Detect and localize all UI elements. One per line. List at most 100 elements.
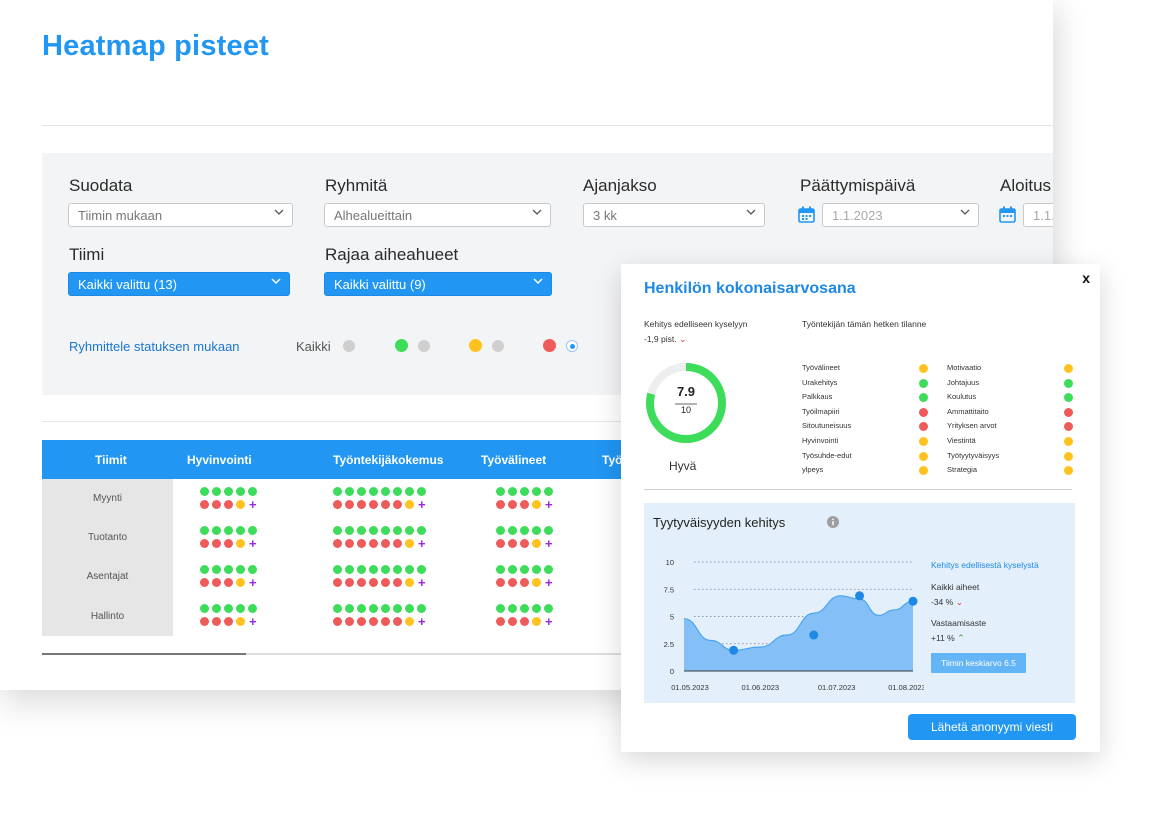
status-dot xyxy=(236,616,245,626)
status-dot xyxy=(532,486,541,496)
paattymispaiva-input[interactable]: 1.1.2023 xyxy=(822,203,979,227)
column-header-tyo[interactable]: Työ xyxy=(602,453,623,467)
status-item-dot xyxy=(919,451,928,461)
scrollbar-thumb[interactable] xyxy=(42,653,246,655)
group-by-status-link[interactable]: Ryhmittele statuksen mukaan xyxy=(69,339,240,354)
legend-title: Kehitys edellisestä kyselystä xyxy=(931,560,1039,570)
column-header-hyvinvointi[interactable]: Hyvinvointi xyxy=(187,453,252,467)
divider xyxy=(42,125,1053,126)
status-dot xyxy=(248,564,257,574)
status-item-label: Johtajuus xyxy=(947,377,980,387)
ryhmita-select[interactable]: Alhealueittain xyxy=(324,203,551,227)
status-dot xyxy=(345,564,354,574)
plus-icon[interactable]: + xyxy=(249,613,257,629)
team-average-button[interactable]: Tiimin keskiarvo 6.5 xyxy=(931,653,1026,673)
status-green-toggle[interactable] xyxy=(418,340,430,352)
status-yellow-dot[interactable] xyxy=(469,339,482,352)
plus-icon[interactable]: + xyxy=(545,613,553,629)
heatmap-cell-dots: + xyxy=(200,574,257,590)
status-dot xyxy=(248,486,257,496)
heatmap-cell-dots xyxy=(333,525,426,535)
calendar-icon[interactable] xyxy=(798,206,815,223)
heatmap-cell-dots xyxy=(496,564,553,574)
status-dot xyxy=(345,499,354,509)
plus-icon[interactable]: + xyxy=(249,496,257,512)
status-all-toggle[interactable] xyxy=(343,340,355,352)
calendar-icon[interactable] xyxy=(999,206,1016,223)
status-dot xyxy=(333,577,342,587)
column-header-tiimit[interactable]: Tiimit xyxy=(95,453,127,467)
status-all-label: Kaikki xyxy=(296,339,331,354)
status-item-dot xyxy=(1064,364,1073,373)
column-header-tyontekijakokemus[interactable]: Työntekijäkokemus xyxy=(333,453,444,467)
status-dot xyxy=(381,603,390,613)
status-yellow-toggle[interactable] xyxy=(492,340,504,352)
suodata-select[interactable]: Tiimin mukaan xyxy=(68,203,293,227)
status-dot xyxy=(333,525,342,535)
status-dot xyxy=(224,577,233,587)
horizontal-scrollbar[interactable] xyxy=(42,653,632,655)
status-dot xyxy=(200,577,209,587)
close-button[interactable]: x xyxy=(1082,270,1090,286)
rajaa-select[interactable]: Kaikki valittu (9) xyxy=(324,272,552,296)
status-red-dot[interactable] xyxy=(543,339,556,352)
status-item-label: Viestintä xyxy=(947,436,976,445)
status-dot xyxy=(212,525,221,535)
heatmap-cell-dots xyxy=(200,486,257,496)
chevron-up-icon: ⌃ xyxy=(957,633,965,643)
status-item-dot xyxy=(1064,451,1073,461)
trend-area xyxy=(684,595,913,671)
plus-icon[interactable]: + xyxy=(545,535,553,551)
plus-icon[interactable]: + xyxy=(418,535,426,551)
plus-icon[interactable]: + xyxy=(545,574,553,590)
status-dot xyxy=(544,525,553,535)
status-item-label: Koulutus xyxy=(947,392,977,402)
status-dot xyxy=(532,564,541,574)
plus-icon[interactable]: + xyxy=(249,535,257,551)
status-item-dot xyxy=(919,466,928,476)
status-dot xyxy=(236,564,245,574)
send-anonymous-message-button[interactable]: Lähetä anonyymi viesti xyxy=(908,714,1076,740)
status-dot xyxy=(236,603,245,613)
status-dot xyxy=(520,616,529,626)
info-icon[interactable] xyxy=(827,516,839,528)
tiimi-select[interactable]: Kaikki valittu (13) xyxy=(68,272,290,296)
response-rate-value-wrap: +11 % ⌃ xyxy=(931,633,965,644)
heatmap-cell-dots: + xyxy=(200,496,257,512)
plus-icon[interactable]: + xyxy=(545,496,553,512)
status-dot xyxy=(357,564,366,574)
status-dot xyxy=(236,525,245,535)
development-label: Kehitys edelliseen kyselyyn xyxy=(644,319,748,329)
status-red-toggle[interactable] xyxy=(566,340,578,352)
plus-icon[interactable]: + xyxy=(418,496,426,512)
status-dot xyxy=(417,525,426,535)
filter-label-ajanjakso: Ajanjakso xyxy=(583,176,657,195)
status-item-dot xyxy=(1064,422,1073,432)
status-dot xyxy=(405,616,414,626)
status-dot xyxy=(532,577,541,587)
ajanjakso-select[interactable]: 3 kk xyxy=(583,203,765,227)
status-dot xyxy=(200,564,209,574)
tiimi-value: Kaikki valittu (13) xyxy=(78,277,177,292)
status-dot xyxy=(393,525,402,535)
plus-icon[interactable]: + xyxy=(418,613,426,629)
status-dot xyxy=(508,603,517,613)
status-dot xyxy=(224,499,233,509)
status-dot xyxy=(200,603,209,613)
column-header-tyovalineet[interactable]: Työvälineet xyxy=(481,453,547,467)
plus-icon[interactable]: + xyxy=(418,574,426,590)
status-dot xyxy=(496,499,505,509)
row-label-myynti: Myynti xyxy=(93,493,122,504)
status-dot xyxy=(345,486,354,496)
chevron-down-icon xyxy=(532,209,542,215)
status-dot xyxy=(236,486,245,496)
status-green-dot[interactable] xyxy=(395,339,408,352)
heatmap-cell-dots xyxy=(333,486,426,496)
plus-icon[interactable]: + xyxy=(249,574,257,590)
status-dot xyxy=(357,603,366,613)
status-dot xyxy=(224,564,233,574)
aloitus-input[interactable]: 1.1.2 xyxy=(1023,203,1053,227)
status-dot xyxy=(333,603,342,613)
status-dot xyxy=(224,486,233,496)
status-dot xyxy=(520,525,529,535)
